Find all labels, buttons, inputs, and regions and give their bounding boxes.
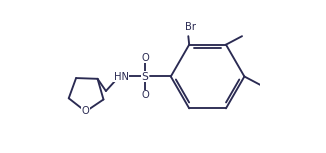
- Text: O: O: [141, 52, 149, 63]
- Text: S: S: [142, 71, 149, 82]
- Text: HN: HN: [113, 71, 128, 82]
- Text: O: O: [141, 90, 149, 101]
- Text: Br: Br: [185, 22, 196, 32]
- Text: O: O: [82, 106, 90, 116]
